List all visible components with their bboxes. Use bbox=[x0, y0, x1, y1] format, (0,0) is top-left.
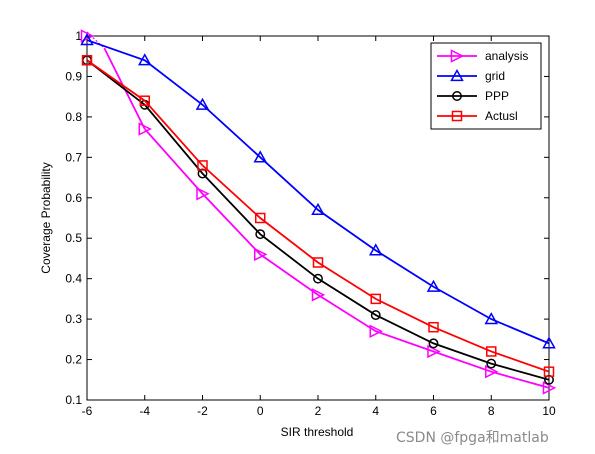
data-point bbox=[485, 364, 499, 379]
series-grid bbox=[80, 33, 556, 349]
y-tick-label: 0.6 bbox=[65, 191, 82, 205]
legend-item-grid: grid bbox=[437, 68, 505, 83]
data-point bbox=[311, 202, 325, 216]
x-tick-label: 2 bbox=[315, 404, 322, 418]
data-point bbox=[80, 33, 94, 46]
legend-item-analysis: analysis bbox=[437, 49, 528, 63]
data-point bbox=[81, 55, 93, 66]
y-tick-label: 0.3 bbox=[65, 312, 82, 326]
legend-label: analysis bbox=[485, 49, 528, 63]
series-layer bbox=[80, 29, 557, 395]
legend-marker bbox=[452, 91, 462, 101]
x-tick-label: 4 bbox=[372, 404, 379, 418]
legend-box bbox=[430, 42, 542, 130]
x-tick-label: 10 bbox=[542, 404, 556, 418]
data-point bbox=[428, 321, 439, 333]
data-point bbox=[542, 336, 556, 349]
axis-ticks: -6 -4 -2 0 2 4 6 8 10 0.1 0.2 0.3 0.4 0.5 0.6 0.7 0.8 0.9… bbox=[65, 29, 556, 418]
data-point bbox=[369, 324, 383, 338]
series-line bbox=[87, 39, 549, 345]
x-tick-label: 8 bbox=[488, 404, 495, 418]
legend-item-ppp: PPP bbox=[437, 89, 509, 103]
x-axis-label: SIR threshold bbox=[281, 425, 354, 439]
legend-marker bbox=[450, 49, 465, 63]
x-tick-label: 0 bbox=[257, 404, 264, 418]
y-tick-label: 0.8 bbox=[65, 110, 82, 124]
data-point bbox=[542, 381, 557, 395]
data-point bbox=[197, 160, 208, 171]
x-tick-label: -6 bbox=[82, 404, 93, 418]
data-point bbox=[427, 344, 441, 359]
data-point bbox=[313, 273, 323, 284]
legend-item-actusl: Actusl bbox=[437, 109, 518, 123]
data-point bbox=[139, 95, 150, 106]
y-tick-label: 0.5 bbox=[65, 231, 82, 245]
data-point bbox=[138, 122, 152, 136]
x-tick-label: -2 bbox=[197, 404, 208, 418]
y-axis-label: Coverage Probability bbox=[39, 162, 53, 273]
data-point bbox=[196, 187, 210, 201]
data-point bbox=[486, 346, 497, 357]
y-tick-label: 0.1 bbox=[65, 393, 82, 407]
series-actusl bbox=[81, 55, 555, 377]
legend: analysis grid PPP Actusl bbox=[430, 42, 542, 130]
data-point bbox=[426, 279, 441, 292]
data-point bbox=[484, 312, 499, 325]
data-point bbox=[253, 150, 268, 163]
data-point bbox=[195, 97, 210, 110]
series-line bbox=[87, 59, 549, 381]
y-tick-label: 0.2 bbox=[65, 353, 82, 367]
legend-label: Actusl bbox=[485, 109, 518, 123]
data-point bbox=[137, 53, 152, 66]
series-line bbox=[144, 128, 549, 389]
data-point bbox=[368, 243, 383, 256]
data-point bbox=[255, 229, 266, 240]
legend-marker bbox=[450, 68, 464, 82]
y-tick-label: 0.4 bbox=[65, 272, 82, 286]
data-point bbox=[254, 247, 268, 262]
data-point bbox=[428, 338, 439, 349]
x-tick-label: -4 bbox=[139, 404, 150, 418]
y-tick-label: 0.9 bbox=[65, 69, 82, 83]
watermark-text: CSDN @fpga和matlab bbox=[396, 430, 549, 446]
data-point bbox=[311, 288, 326, 302]
data-point bbox=[255, 212, 266, 224]
data-point bbox=[312, 257, 324, 268]
data-point bbox=[543, 366, 555, 377]
data-point bbox=[370, 293, 381, 305]
legend-label: grid bbox=[485, 69, 505, 83]
legend-marker bbox=[451, 110, 463, 122]
x-tick-label: 6 bbox=[430, 404, 437, 418]
y-tick-label: 1 bbox=[75, 29, 82, 43]
data-point bbox=[370, 310, 381, 321]
data-point bbox=[486, 358, 497, 369]
legend-label: PPP bbox=[485, 89, 509, 103]
y-tick-label: 0.7 bbox=[65, 150, 82, 164]
series-line bbox=[87, 59, 549, 373]
